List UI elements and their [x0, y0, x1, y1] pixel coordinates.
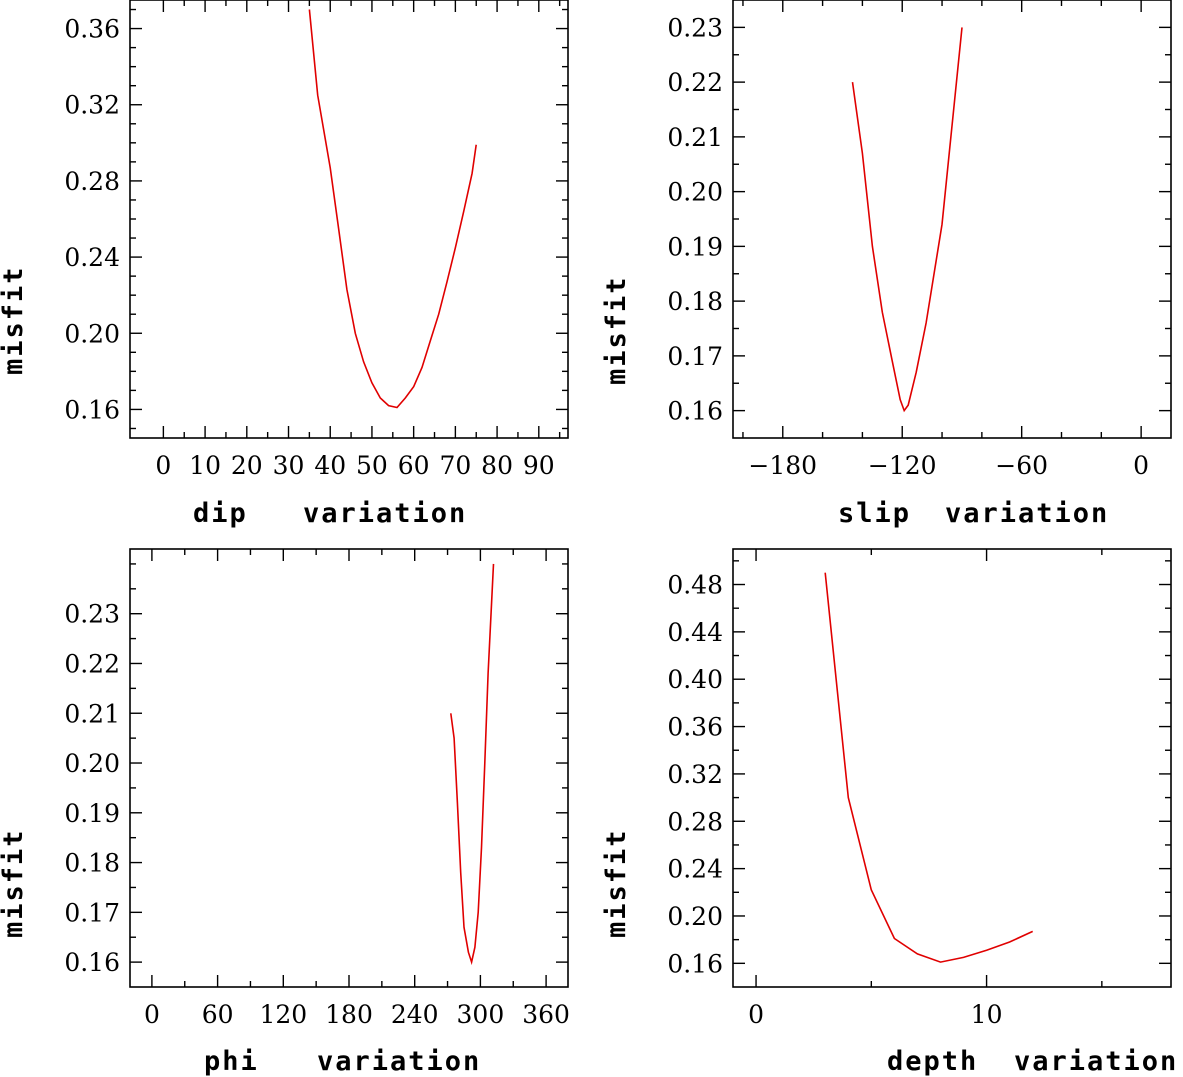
slip-y-tick-label: 0.22: [667, 68, 723, 97]
dip-x-axis-title: dip: [193, 498, 248, 529]
depth-y-tick-label: 0.16: [667, 949, 723, 978]
slip-y-tick-label: 0.23: [667, 13, 723, 42]
depth-x-axis-title: depth: [887, 1046, 978, 1077]
slip-y-tick-label: 0.20: [667, 178, 723, 207]
phi-y-tick-label: 0.22: [64, 649, 120, 678]
depth-y-axis-title: misfit: [601, 828, 632, 938]
dip-y-tick-label: 0.36: [64, 15, 120, 44]
dip-y-tick-label: 0.32: [64, 91, 120, 120]
dip-y-tick-label: 0.24: [64, 243, 120, 272]
dip-y-tick-label: 0.20: [64, 319, 120, 348]
dip-y-axis-title: misfit: [0, 265, 29, 375]
panel-depth: 0 100.160.200.240.280.320.360.400.440.48 …: [601, 548, 1178, 1077]
phi-y-tick-label: 0.16: [64, 948, 120, 977]
dip-x-tick-label: 60: [398, 451, 430, 480]
depth-x-tick-label: 0: [748, 1000, 764, 1029]
phi-y-tick-label: 0.23: [64, 600, 120, 629]
dip-x-tick-label: 90: [523, 451, 555, 480]
phi-plot-frame: [129, 548, 569, 988]
slip-plot-frame: [732, 0, 1172, 439]
slip-x-axis-title-variation: variation: [945, 498, 1109, 529]
slip-x-tick-label: 0: [1133, 451, 1149, 480]
dip-y-tick-label: 0.28: [64, 167, 120, 196]
panel-slip: −180 −120 −60 0 0.16 0.17 0.18 0.19 0.20 0.21 0.22…: [601, 0, 1172, 529]
dip-misfit-curve: [308, 9, 477, 409]
depth-x-axis-title-variation: variation: [1014, 1046, 1178, 1077]
dip-tick-labels: 0 10 20 30 40 50 60 70 80 90 0.16 0.20 0.24 0.28 0.32 0…: [64, 15, 554, 480]
depth-y-tick-label: 0.36: [667, 713, 723, 742]
phi-series: [450, 563, 495, 966]
phi-x-axis-title-variation: variation: [317, 1046, 481, 1077]
phi-misfit-curve: [450, 563, 495, 966]
phi-y-tick-label: 0.21: [64, 699, 120, 728]
slip-x-tick-label: −120: [868, 451, 937, 480]
dip-x-tick-label: 70: [439, 451, 471, 480]
depth-misfit-curve: [824, 572, 1034, 963]
depth-plot-frame: [732, 548, 1172, 988]
slip-series: [851, 27, 963, 413]
depth-series: [824, 572, 1034, 963]
phi-y-axis-title: misfit: [0, 828, 29, 938]
depth-x-tick-label: 10: [971, 1000, 1003, 1029]
dip-x-tick-label: 30: [273, 451, 305, 480]
depth-y-tick-label: 0.28: [667, 807, 723, 836]
phi-y-tick-label: 0.19: [64, 799, 120, 828]
depth-y-tick-label: 0.32: [667, 760, 723, 789]
slip-tick-labels: −180 −120 −60 0 0.16 0.17 0.18 0.19 0.20 0.21 0.22…: [667, 13, 1149, 480]
phi-y-tick-label: 0.17: [64, 898, 120, 927]
panel-phi: 0 60 120 180 240 300 360 0.16 0.17 0.18 0.19 0.20 0.…: [0, 548, 570, 1077]
slip-y-tick-label: 0.19: [667, 232, 723, 261]
slip-y-axis-title: misfit: [601, 275, 632, 385]
depth-ticks: [733, 549, 1171, 987]
dip-x-axis-title-variation: variation: [303, 498, 467, 529]
dip-x-tick-label: 20: [231, 451, 263, 480]
slip-x-tick-label: −180: [748, 451, 817, 480]
depth-y-tick-label: 0.24: [667, 855, 723, 884]
phi-x-tick-label: 60: [202, 1000, 234, 1029]
dip-ticks: [130, 0, 568, 438]
slip-y-tick-label: 0.18: [667, 287, 723, 316]
slip-x-tick-label: −60: [995, 451, 1048, 480]
dip-y-tick-label: 0.16: [64, 395, 120, 424]
phi-x-tick-label: 0: [144, 1000, 160, 1029]
slip-misfit-curve: [851, 27, 963, 413]
slip-y-tick-label: 0.21: [667, 123, 723, 152]
phi-x-axis-title: phi: [204, 1046, 259, 1077]
phi-tick-labels: 0 60 120 180 240 300 360 0.16 0.17 0.18 0.19 0.20 0.…: [64, 600, 570, 1029]
dip-x-tick-label: 10: [189, 451, 221, 480]
depth-y-tick-label: 0.20: [667, 902, 723, 931]
phi-x-tick-label: 300: [457, 1000, 505, 1029]
phi-y-tick-label: 0.18: [64, 849, 120, 878]
dip-x-tick-label: 80: [481, 451, 513, 480]
panel-dip: 0 10 20 30 40 50 60 70 80 90 0.16 0.20 0.24 0.28 0.32 0…: [0, 0, 569, 529]
slip-y-tick-label: 0.16: [667, 397, 723, 426]
depth-tick-labels: 0 10 0.16 0.20 0.24 0.28 0.32 0.36 0.40 0.44 0.48: [667, 571, 1002, 1029]
dip-x-tick-label: 40: [314, 451, 346, 480]
phi-ticks: [130, 549, 568, 987]
dip-plot-frame: [129, 0, 569, 439]
depth-y-tick-label: 0.48: [667, 571, 723, 600]
phi-x-tick-label: 360: [522, 1000, 570, 1029]
slip-ticks: [733, 0, 1171, 438]
slip-x-axis-title: slip: [838, 498, 911, 529]
slip-y-tick-label: 0.17: [667, 342, 723, 371]
dip-x-tick-label: 0: [155, 451, 171, 480]
dip-x-tick-label: 50: [356, 451, 388, 480]
phi-x-tick-label: 120: [259, 1000, 307, 1029]
depth-y-tick-label: 0.40: [667, 665, 723, 694]
phi-x-tick-label: 240: [391, 1000, 439, 1029]
depth-y-tick-label: 0.44: [667, 618, 723, 647]
phi-y-tick-label: 0.20: [64, 749, 120, 778]
dip-series: [308, 9, 477, 409]
phi-x-tick-label: 180: [325, 1000, 373, 1029]
